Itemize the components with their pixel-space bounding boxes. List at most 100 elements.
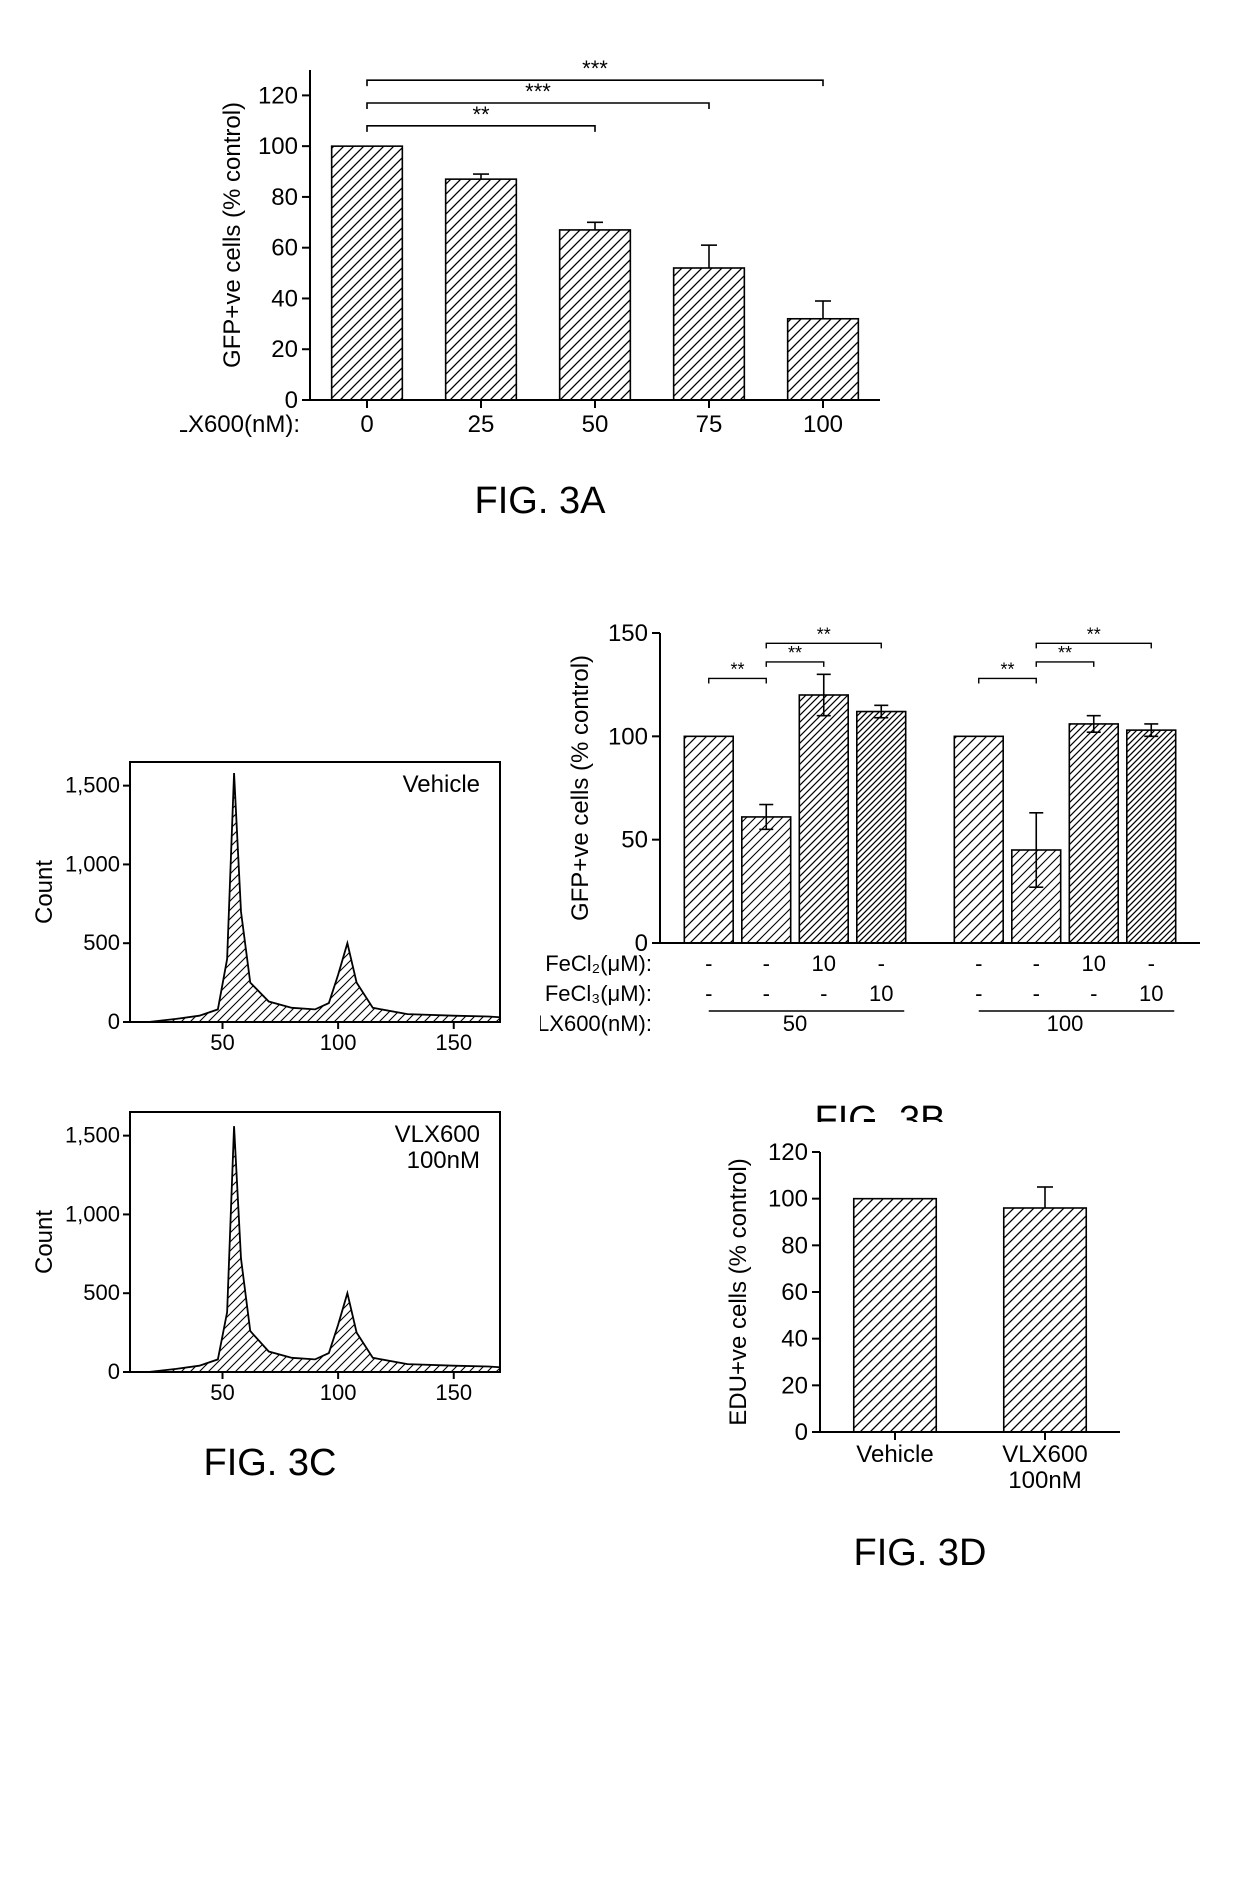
bar [799,695,848,943]
svg-text:VLX600: VLX600 [1002,1441,1087,1468]
svg-text:10: 10 [1139,981,1163,1006]
bar [854,1199,937,1432]
svg-text:0: 0 [108,1359,120,1384]
svg-text:50: 50 [582,411,609,438]
svg-text:500: 500 [83,930,120,955]
svg-text:-: - [820,981,827,1006]
svg-text:**: ** [730,659,744,679]
svg-text:150: 150 [435,1030,472,1055]
svg-text:50: 50 [210,1030,234,1055]
svg-text:50: 50 [621,827,648,854]
fig3a-title: FIG. 3A [180,480,900,523]
svg-text:GFP+ve cells (% control): GFP+ve cells (% control) [219,102,246,368]
svg-text:**: ** [788,643,802,663]
svg-text:0: 0 [360,411,373,438]
svg-text:-: - [1090,981,1097,1006]
svg-text:100: 100 [320,1380,357,1405]
bar [674,268,745,400]
svg-text:-: - [705,981,712,1006]
bar [560,230,631,400]
svg-text:-: - [1148,951,1155,976]
fig3a-chart: 0 20 40 60 80 100 120 GFP+ve cells (% control) 0… [180,20,900,480]
fig3d-chart: 020406080100120EDU+ve cells (% control)V… [700,1122,1140,1522]
svg-text:-: - [763,951,770,976]
bar [1069,724,1118,943]
svg-text:-: - [975,951,982,976]
svg-text:0: 0 [795,1419,808,1446]
svg-text:100: 100 [1047,1011,1084,1036]
svg-text:60: 60 [271,235,298,262]
svg-text:10: 10 [812,951,836,976]
svg-text:Vehicle: Vehicle [856,1441,933,1468]
svg-text:100: 100 [608,723,648,750]
svg-text:***: *** [525,79,551,104]
bar [684,736,733,943]
fig3c-chart-top: 05001,0001,50050100150CountVehicle [20,742,520,1072]
svg-text:1,500: 1,500 [65,773,120,798]
svg-text:40: 40 [271,285,298,312]
svg-text:100nM: 100nM [1008,1467,1081,1494]
svg-text:-: - [763,981,770,1006]
svg-text:VLX600(nM):: VLX600(nM): [180,411,300,438]
svg-text:100: 100 [803,411,843,438]
fig3c-chart-bottom: 05001,0001,50050100150CountVLX600100nM [20,1092,520,1422]
svg-text:10: 10 [869,981,893,1006]
histogram-fill [149,773,501,1022]
bar [954,736,1003,943]
svg-text:80: 80 [271,184,298,211]
fig3c-title: FIG. 3C [20,1442,520,1485]
svg-text:20: 20 [781,1372,808,1399]
bar [788,319,859,400]
svg-text:**: ** [1000,659,1014,679]
bar [446,179,517,400]
svg-text:10: 10 [1082,951,1106,976]
bar [857,712,906,943]
svg-text:1,000: 1,000 [65,1201,120,1226]
svg-text:**: ** [472,102,490,127]
svg-text:FeCl₂(μM):: FeCl₂(μM): [545,951,652,976]
svg-text:-: - [975,981,982,1006]
fig3c-panel: 0 500 1,000 1,500 50 100 150 Count Vehicle 0 500 1… [20,742,520,1485]
svg-text:100: 100 [768,1186,808,1213]
svg-text:***: *** [582,56,608,81]
svg-text:120: 120 [258,82,298,109]
histogram-curve [149,773,501,1022]
svg-text:0: 0 [285,387,298,414]
svg-text:-: - [878,951,885,976]
svg-text:500: 500 [83,1280,120,1305]
svg-text:0: 0 [108,1009,120,1034]
svg-text:-: - [1033,981,1040,1006]
svg-text:**: ** [817,624,831,644]
svg-text:**: ** [1058,643,1072,663]
svg-text:FeCl₃(μM):: FeCl₃(μM): [545,981,652,1006]
svg-text:VLX600(nM):: VLX600(nM): [540,1011,652,1036]
svg-text:-: - [1033,951,1040,976]
svg-text:100nM: 100nM [407,1147,480,1174]
svg-text:1,500: 1,500 [65,1123,120,1148]
bar [332,146,403,400]
bar [1004,1208,1087,1432]
svg-text:1,000: 1,000 [65,851,120,876]
svg-text:50: 50 [783,1011,807,1036]
svg-text:EDU+ve cells (% control): EDU+ve cells (% control) [725,1158,752,1425]
svg-text:Count: Count [31,1210,58,1274]
svg-text:100: 100 [258,133,298,160]
svg-text:80: 80 [781,1232,808,1259]
svg-text:**: ** [1087,624,1101,644]
svg-text:50: 50 [210,1380,234,1405]
svg-text:-: - [705,951,712,976]
fig3d-title: FIG. 3D [700,1532,1140,1575]
svg-text:25: 25 [468,411,495,438]
svg-text:100: 100 [320,1030,357,1055]
svg-text:40: 40 [781,1326,808,1353]
fig3a-panel: 0 20 40 60 80 100 120 GFP+ve cells (% control) 0… [180,20,900,523]
svg-text:VLX600: VLX600 [395,1121,480,1148]
bar [1127,730,1176,943]
bar [742,817,791,943]
svg-text:75: 75 [696,411,723,438]
svg-text:GFP+ve cells (% control): GFP+ve cells (% control) [567,655,594,921]
svg-text:Vehicle: Vehicle [403,771,480,798]
svg-text:60: 60 [781,1279,808,1306]
svg-text:20: 20 [271,336,298,363]
fig3d-panel: 020406080100120EDU+ve cells (% control)V… [700,1122,1140,1575]
